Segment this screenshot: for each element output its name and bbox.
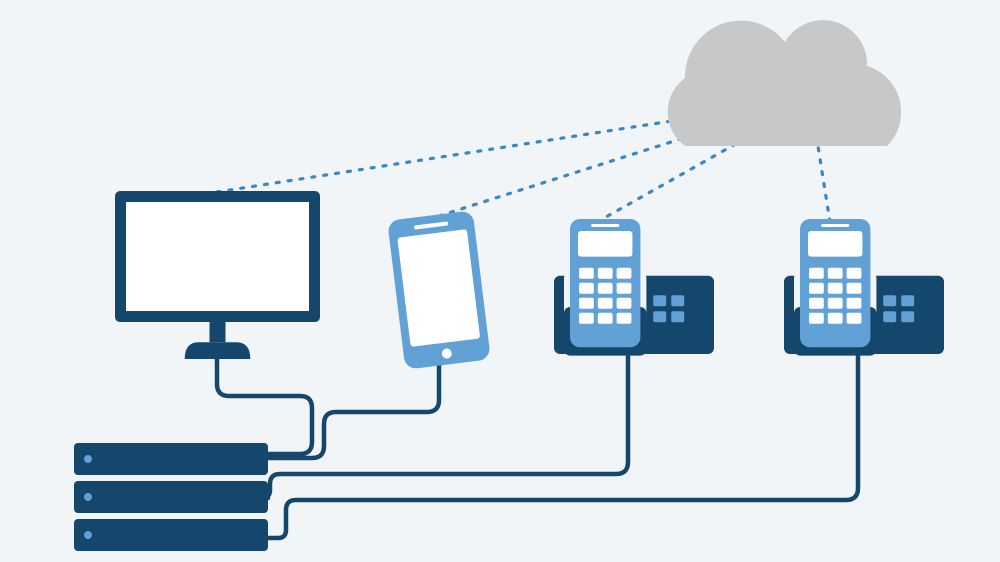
network-diagram <box>0 0 1000 562</box>
smartphone-icon <box>387 210 491 369</box>
server-stack-icon <box>74 443 268 551</box>
